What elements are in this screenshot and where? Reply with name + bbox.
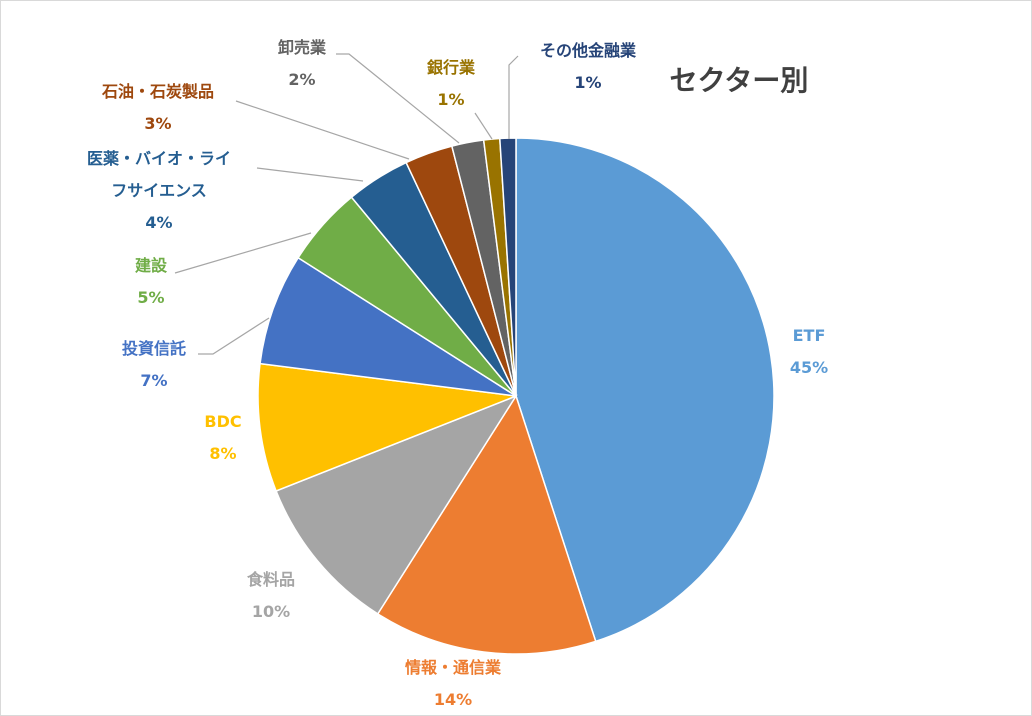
data-label: その他金融業 1% bbox=[540, 41, 637, 92]
leader-line bbox=[336, 53, 460, 144]
leader-line bbox=[474, 112, 493, 140]
pie-slice bbox=[515, 137, 775, 643]
label-percent: 8% bbox=[209, 444, 236, 463]
label-percent: 5% bbox=[137, 288, 164, 307]
data-label: 建設 5% bbox=[135, 256, 168, 307]
data-label: 情報・通信業 14% bbox=[405, 658, 502, 709]
label-category: 石油・石炭製品 bbox=[101, 82, 214, 101]
label-percent: 10% bbox=[252, 602, 290, 621]
label-category: 食料品 bbox=[246, 570, 295, 589]
leader-line bbox=[235, 100, 410, 160]
leader-line bbox=[256, 167, 364, 182]
label-category: ETF bbox=[793, 326, 826, 345]
data-labels: ETF 45% 情報・通信業 14% 食料品 10% BDC 8% 投資信託 7% 建設 5% 医薬・バ… bbox=[87, 38, 828, 709]
label-category: その他金融業 bbox=[540, 41, 637, 60]
label-category: フサイエンス bbox=[111, 181, 207, 200]
pie-slice bbox=[499, 137, 517, 397]
label-percent: 3% bbox=[144, 114, 171, 133]
label-percent: 14% bbox=[434, 690, 472, 709]
data-label: ETF 45% bbox=[790, 326, 828, 377]
leader-line bbox=[198, 317, 270, 355]
pie-slice bbox=[257, 362, 517, 492]
data-label: 食料品 10% bbox=[246, 570, 295, 621]
label-percent: 2% bbox=[288, 70, 315, 89]
data-label: 投資信託 7% bbox=[122, 339, 186, 390]
label-percent: 7% bbox=[140, 371, 167, 390]
label-percent: 1% bbox=[574, 73, 601, 92]
pie-slice bbox=[259, 256, 517, 397]
label-category: 卸売業 bbox=[278, 38, 327, 57]
label-category: BDC bbox=[204, 412, 241, 431]
label-category: 銀行業 bbox=[427, 58, 476, 77]
label-percent: 1% bbox=[437, 90, 464, 109]
data-label: 医薬・バイオ・ライフサイエンス 4% bbox=[87, 149, 231, 232]
label-category: 建設 bbox=[135, 256, 168, 275]
label-category: 投資信託 bbox=[122, 339, 186, 358]
data-label: 石油・石炭製品 3% bbox=[101, 82, 214, 133]
data-label: BDC 8% bbox=[204, 412, 241, 463]
pie-slice bbox=[376, 394, 597, 655]
leader-lines bbox=[174, 53, 519, 355]
label-percent: 4% bbox=[145, 213, 172, 232]
pie-slices bbox=[257, 137, 775, 655]
chart-title: セクター別 bbox=[670, 64, 809, 97]
label-category: 医薬・バイオ・ライ bbox=[87, 149, 231, 168]
leader-line bbox=[508, 55, 519, 139]
data-label: 卸売業 2% bbox=[278, 38, 327, 89]
data-label: 銀行業 1% bbox=[427, 58, 476, 109]
label-percent: 45% bbox=[790, 358, 828, 377]
label-category: 情報・通信業 bbox=[405, 658, 502, 677]
pie-slice bbox=[275, 394, 518, 615]
leader-line bbox=[174, 232, 312, 274]
